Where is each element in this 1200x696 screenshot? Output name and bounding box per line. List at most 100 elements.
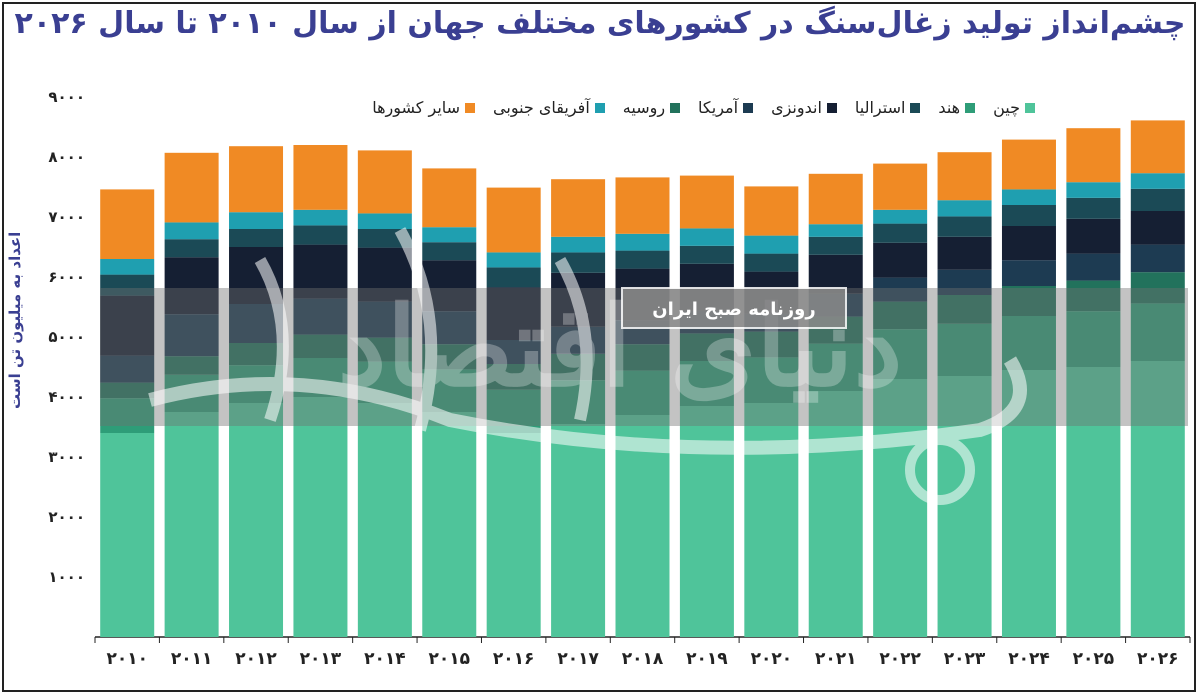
legend-swatch: [670, 102, 681, 113]
x-tick-label: ۲۰۱۳: [300, 649, 342, 669]
legend-swatch: [965, 102, 976, 113]
legend-label: هند: [938, 98, 961, 117]
bar-segment-indonesia: [164, 257, 219, 315]
legend-item-russia: روسیه: [622, 98, 681, 117]
chart-legend: سایر کشورها آفریقای جنوبی روسیه آمریکا اندون…: [372, 98, 1035, 117]
x-tick-label: ۲۰۲۲: [879, 649, 921, 669]
bar-segment-india: [808, 343, 863, 391]
bar-segment-other: [357, 150, 412, 214]
y-tick-label: ۳۰۰۰: [48, 448, 85, 466]
bar-segment-australia: [422, 242, 477, 261]
bar-segment-china: [100, 433, 155, 637]
bar-segment-usa: [100, 355, 155, 383]
bar-segment-australia: [744, 253, 799, 272]
y-tick-label: ۲۰۰۰: [48, 508, 85, 526]
bar-segment-other: [229, 146, 284, 213]
legend-swatch: [465, 102, 476, 113]
x-tick-label: ۲۰۱۵: [429, 649, 471, 669]
legend-swatch: [594, 102, 605, 113]
bar-segment-other: [937, 152, 992, 201]
legend-label: آمریکا: [698, 98, 739, 117]
bar-segment-russia: [1130, 272, 1185, 304]
bar-segment-south_africa: [873, 209, 928, 224]
x-tick-label: ۲۰۱۸: [622, 649, 664, 669]
bar-segment-usa: [293, 298, 348, 335]
bar-segment-indonesia: [100, 295, 155, 356]
bar-segment-indonesia: [486, 287, 541, 340]
bar-segment-south_africa: [486, 252, 541, 268]
bar-segment-other: [486, 187, 541, 253]
bar-segment-china: [551, 424, 606, 637]
bar-segment-usa: [551, 326, 606, 354]
bar-segment-india: [1130, 303, 1185, 361]
chart-title: چشم‌انداز تولید زغال‌سنگ در کشورهای مختل…: [14, 6, 1186, 41]
bar-segment-china: [357, 403, 412, 637]
bar-segment-south_africa: [551, 236, 606, 253]
bar-segment-australia: [937, 216, 992, 237]
legend-swatch: [1025, 102, 1035, 113]
x-tick-label: ۲۰۱۲: [235, 649, 277, 669]
bar-segment-indonesia: [1066, 218, 1121, 254]
bar-segment-china: [1130, 361, 1185, 637]
bar-segment-russia: [937, 295, 992, 324]
legend-label: چین: [993, 98, 1020, 117]
bar-segment-russia: [551, 353, 606, 381]
watermark-badge: [621, 287, 847, 329]
bar-segment-india: [679, 361, 734, 406]
bar-segment-russia: [357, 337, 412, 362]
x-tick-label: ۲۰۲۳: [944, 649, 986, 669]
bar-segment-russia: [486, 364, 541, 390]
bar-segment-china: [422, 412, 477, 637]
bar-segment-australia: [679, 245, 734, 264]
legend-label: سایر کشورها: [372, 98, 461, 117]
legend-item-australia: استرالیا: [855, 98, 921, 117]
bar-segment-other: [422, 168, 477, 228]
x-tick-label: ۲۰۱۶: [493, 649, 535, 669]
bar-segment-south_africa: [357, 213, 412, 229]
bar-segment-china: [164, 412, 219, 637]
bar-segment-china: [1066, 367, 1121, 637]
bar-segment-russia: [229, 343, 284, 366]
bar-segment-other: [615, 177, 670, 234]
bar-segment-other: [100, 189, 155, 259]
legend-item-south_africa: آفریقای جنوبی: [493, 98, 605, 117]
legend-label: اندونزی: [771, 98, 822, 117]
bar-segment-other: [873, 163, 928, 210]
bar-segment-south_africa: [422, 227, 477, 243]
bar-segment-china: [873, 379, 928, 637]
bar-segment-australia: [486, 267, 541, 288]
y-tick-label: ۴۰۰۰: [48, 388, 85, 406]
bar-segment-india: [873, 329, 928, 379]
legend-label: روسیه: [622, 98, 666, 117]
bar-segment-other: [679, 175, 734, 229]
bar-segment-usa: [1130, 244, 1185, 273]
bar-segment-australia: [100, 274, 155, 296]
bar-segment-australia: [1001, 205, 1056, 226]
bar-segment-usa: [1001, 260, 1056, 286]
bar-segment-russia: [1066, 280, 1121, 312]
bar-segment-india: [937, 323, 992, 376]
legend-item-other: سایر کشورها: [372, 98, 476, 117]
bar-segment-russia: [615, 344, 670, 371]
bar-segment-australia: [293, 225, 348, 245]
bar-segment-other: [1130, 120, 1185, 174]
bar-segment-china: [744, 403, 799, 637]
bar-segment-south_africa: [615, 233, 670, 251]
legend-swatch: [910, 102, 921, 113]
bar-segment-usa: [1066, 253, 1121, 281]
bar-segment-russia: [873, 301, 928, 330]
bar-segment-south_africa: [164, 222, 219, 240]
x-tick-label: ۲۰۲۰: [751, 649, 793, 669]
bar-segment-russia: [744, 331, 799, 358]
y-tick-label: ۶۰۰۰: [48, 268, 85, 286]
legend-label: استرالیا: [854, 98, 906, 117]
y-tick-label: ۷۰۰۰: [48, 208, 85, 226]
bar-segment-usa: [486, 340, 541, 364]
bar-segment-usa: [357, 301, 412, 338]
legend-item-india: هند: [938, 98, 976, 117]
bar-segment-south_africa: [808, 224, 863, 237]
bar-segment-china: [229, 403, 284, 637]
bar-segment-china: [486, 433, 541, 637]
bar-segment-indonesia: [937, 236, 992, 270]
bar-segment-russia: [164, 356, 219, 375]
